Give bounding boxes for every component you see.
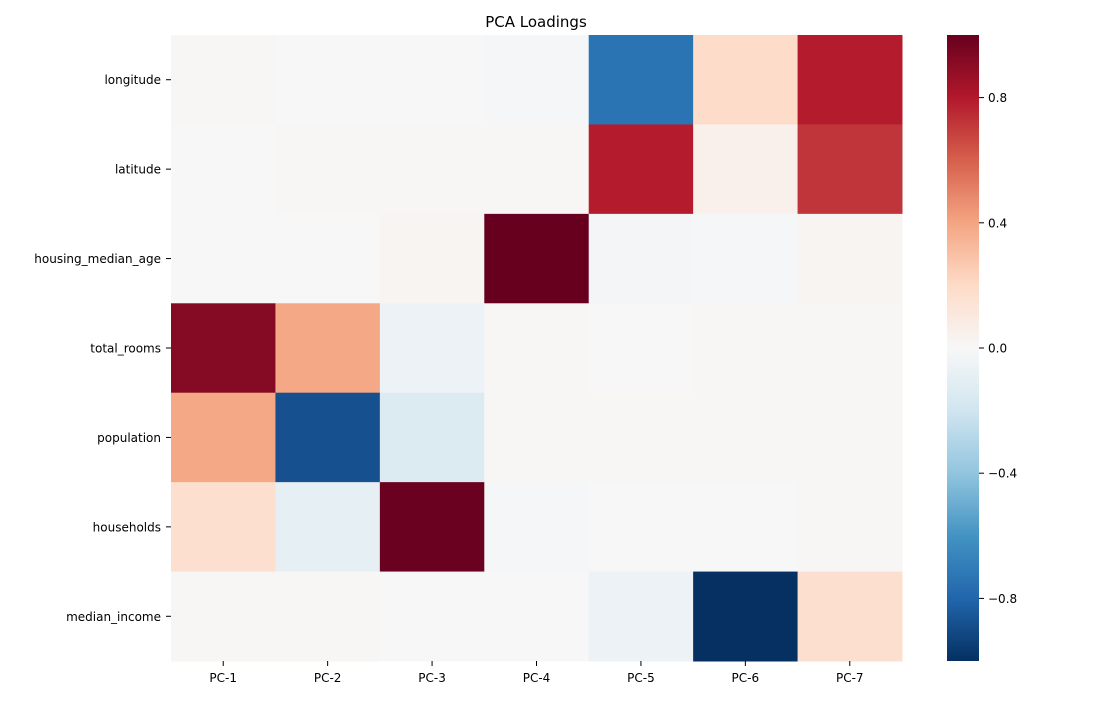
heatmap-cell	[588, 35, 694, 125]
y-tick-label: population	[97, 431, 161, 445]
heatmap-cell	[379, 35, 485, 125]
heatmap-cell	[484, 213, 590, 304]
heatmap-cell	[693, 35, 799, 125]
colorbar: −0.8 −0.4 0.0 0.4 0.8	[947, 35, 1017, 661]
heatmap-cell	[171, 124, 276, 215]
colorbar-tick-label: −0.4	[988, 467, 1017, 481]
heatmap-cell	[275, 392, 381, 483]
heatmap-cell	[275, 303, 381, 394]
colorbar-tick-label: 0.4	[988, 216, 1007, 230]
heatmap-cell	[379, 392, 485, 483]
heatmap-cell	[171, 482, 276, 573]
heatmap-cell	[379, 124, 485, 215]
heatmap-cell	[797, 482, 903, 573]
x-tick-label: PC-1	[209, 671, 237, 685]
y-axis-labels: longitude latitude housing_median_agetotal…	[34, 73, 171, 624]
heatmap-cell	[797, 392, 903, 483]
y-tick-label: longitude	[104, 73, 161, 87]
heatmap-cell	[275, 35, 381, 125]
heatmap-cell	[693, 482, 799, 573]
heatmap-cell	[484, 303, 590, 394]
heatmap-cell	[484, 392, 590, 483]
heatmap-cell	[275, 482, 381, 573]
x-tick-label: PC-7	[836, 671, 864, 685]
heatmap-cell	[484, 482, 590, 573]
heatmap-cell	[588, 303, 694, 394]
heatmap-cell	[588, 392, 694, 483]
heatmap-cell	[275, 571, 381, 662]
colorbar-tick-label: −0.8	[988, 592, 1017, 606]
heatmap-cell	[484, 124, 590, 215]
heatmap-cell	[797, 571, 903, 662]
heatmap-cell	[693, 303, 799, 394]
x-axis-labels: PC-1 PC-2 PC-3 PC-4 PC-5 PC-6 PC-7	[209, 661, 864, 685]
y-tick-label: median_income	[66, 610, 161, 624]
heatmap-cell	[484, 35, 590, 125]
heatmap-cell	[693, 392, 799, 483]
heatmap-cell	[797, 124, 903, 215]
heatmap-cell	[379, 213, 485, 304]
heatmap-cell	[379, 482, 485, 573]
y-tick-label: latitude	[115, 163, 161, 177]
y-tick-label: housing_median_age	[34, 252, 161, 266]
heatmap-cell	[693, 124, 799, 215]
heatmap-cell	[171, 303, 276, 394]
heatmap-cell	[588, 482, 694, 573]
heatmap-cell	[588, 213, 694, 304]
colorbar-tick-label: 0.0	[988, 342, 1007, 356]
heatmap-cell	[484, 571, 590, 662]
heatmap-cell	[693, 213, 799, 304]
heatmap-cell	[693, 571, 799, 662]
y-tick-label: total_rooms	[90, 342, 161, 356]
heatmap-cell	[379, 571, 485, 662]
colorbar-tick-label: 0.8	[988, 91, 1007, 105]
y-tick-label: households	[93, 520, 161, 534]
colorbar-gradient	[947, 35, 979, 661]
x-tick-label: PC-6	[732, 671, 760, 685]
heatmap-cell	[797, 303, 903, 394]
x-tick-label: PC-5	[627, 671, 655, 685]
x-tick-label: PC-2	[314, 671, 342, 685]
x-tick-label: PC-4	[523, 671, 551, 685]
heatmap-cell	[275, 124, 381, 215]
heatmap-cell	[379, 303, 485, 394]
heatmap-cell	[588, 571, 694, 662]
heatmap-cell	[275, 213, 381, 304]
heatmap-cell	[797, 213, 903, 304]
heatmap-cell	[171, 571, 276, 662]
x-tick-label: PC-3	[418, 671, 446, 685]
heatmap-cell	[797, 35, 903, 125]
chart-title: PCA Loadings	[485, 13, 587, 31]
heatmap-cell	[588, 124, 694, 215]
heatmap-cell	[171, 35, 276, 125]
heatmap-cell	[171, 213, 276, 304]
heatmap-cells	[171, 35, 903, 662]
heatmap-cell	[171, 392, 276, 483]
